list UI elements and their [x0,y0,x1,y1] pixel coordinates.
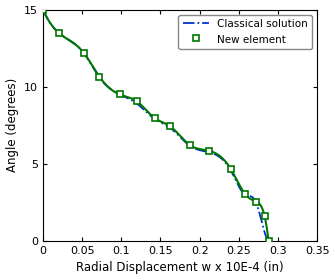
Y-axis label: Angle (degrees): Angle (degrees) [6,78,18,172]
Classical solution [266,239,270,242]
New element [229,168,233,171]
New element [243,192,247,196]
Legend: Classical solution, New element: Classical solution, New element [179,15,312,49]
New element [82,51,86,54]
New element [97,75,102,78]
Classical solution [179,136,183,139]
Line: New element: New element [40,7,271,244]
Classical solution [230,172,234,175]
Classical solution [174,131,178,135]
New element [254,200,258,203]
New element [188,144,192,147]
New element [118,93,122,96]
New element [57,31,61,34]
New element [263,215,267,218]
Classical solution [41,8,45,11]
New element [153,117,157,120]
New element [267,239,271,242]
X-axis label: Radial Displacement w x 10E-4 (in): Radial Displacement w x 10E-4 (in) [76,262,284,274]
New element [135,100,139,103]
New element [168,124,172,128]
Classical solution [245,194,249,197]
New element [207,149,211,152]
Classical solution [42,10,46,13]
Classical solution [175,132,179,136]
Line: Classical solution: Classical solution [43,10,268,240]
New element [41,8,45,11]
